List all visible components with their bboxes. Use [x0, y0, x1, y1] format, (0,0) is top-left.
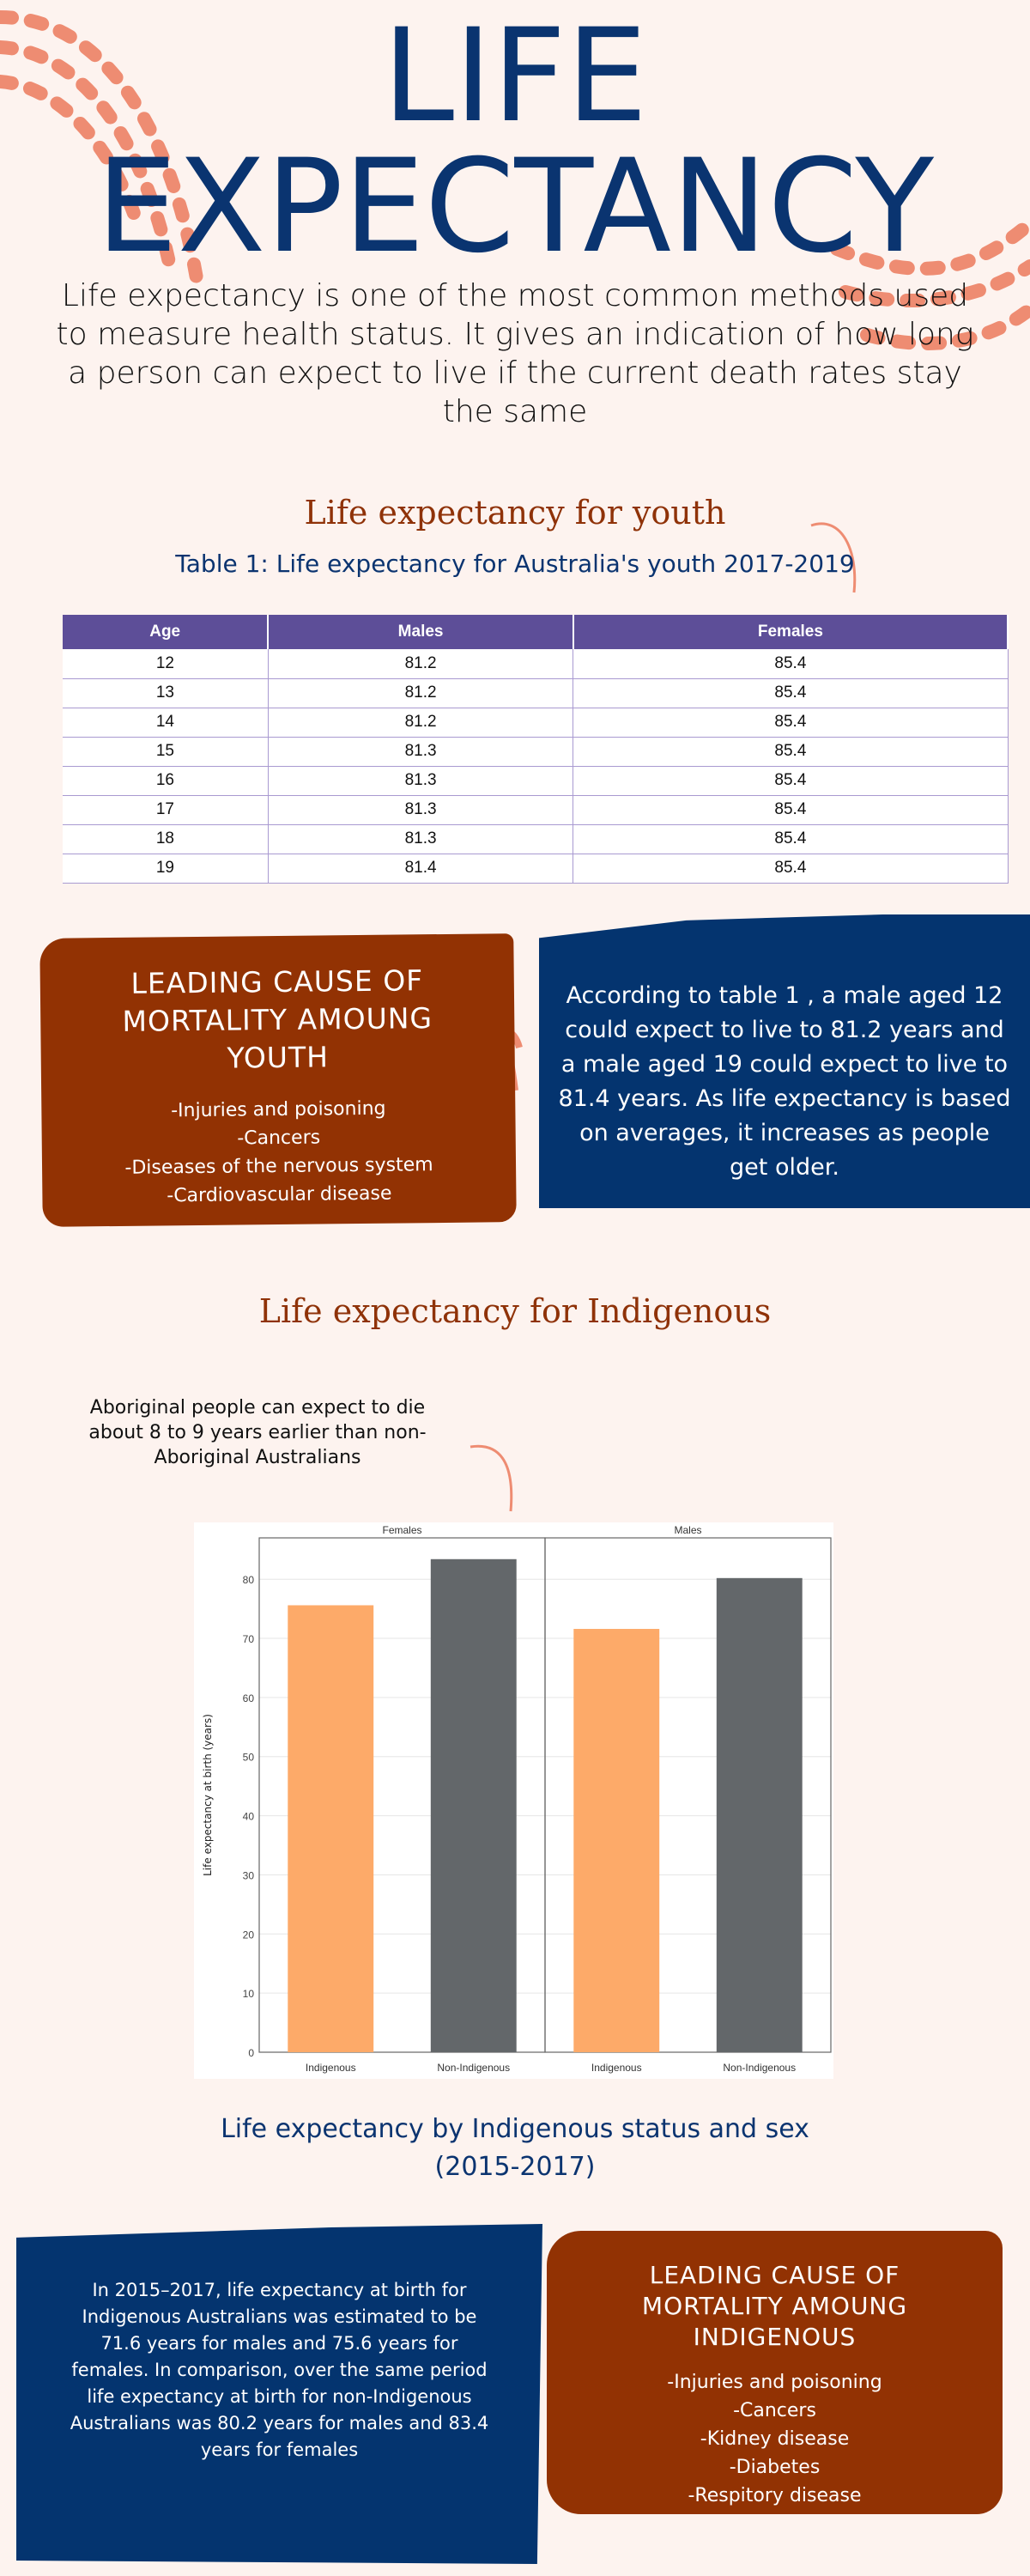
table-cell: 17	[63, 795, 269, 825]
x-tick-label: Indigenous	[306, 2062, 356, 2074]
table-cell: 85.4	[573, 649, 1009, 679]
indigenous-chart: 0 10 20 30 40 50 60 70 80 Life expectancy at birt…	[194, 1522, 833, 2079]
youth-causes-title: LEADING CAUSE OF MORTALITY AMOUNG YOUTH	[122, 963, 433, 1075]
bar-non-indigenous	[716, 1577, 803, 2052]
table-cell: 81.4	[268, 854, 574, 884]
table-cell: 81.3	[268, 737, 574, 767]
bar-non-indigenous	[430, 1558, 517, 2052]
cause-item: -Kidney disease	[700, 2428, 850, 2450]
bar-indigenous	[573, 1629, 660, 2052]
table-cell: 14	[63, 708, 269, 738]
indigenous-callout: Aboriginal people can expect to die abou…	[88, 1397, 427, 1468]
y-tick-label: 60	[243, 1692, 255, 1704]
table-cell: 13	[63, 678, 269, 708]
panel-title: Females	[382, 1524, 421, 1536]
y-tick-label: 40	[243, 1811, 255, 1823]
y-tick-label: 30	[243, 1869, 255, 1881]
table-row: 12 81.2 85.4	[63, 649, 1009, 679]
table-cell: 85.4	[573, 737, 1009, 767]
indigenous-causes-box: LEADING CAUSE OF MORTALITY AMOUNG INDIGE…	[547, 2231, 1003, 2514]
table-cell: 15	[63, 737, 269, 767]
table-cell: 18	[63, 824, 269, 854]
youth-note: According to table 1 , a male aged 12 co…	[558, 982, 1011, 1181]
youth-note-box: According to table 1 , a male aged 12 co…	[539, 914, 1030, 1208]
col-age: Age	[63, 615, 270, 649]
table-row: 13 81.2 85.4	[63, 678, 1009, 708]
table-cell: 85.4	[573, 795, 1009, 825]
title-line1: LIFE	[382, 2, 648, 151]
table-cell: 85.4	[573, 708, 1009, 738]
y-axis-label: Life expectancy at birth (years)	[202, 1714, 214, 1876]
table-cell: 81.2	[268, 678, 574, 708]
table-cell: 81.2	[268, 649, 574, 679]
title-line2: EXPECTANCY	[95, 132, 935, 282]
table-cell: 16	[63, 766, 269, 796]
y-tick-label: 80	[243, 1574, 255, 1586]
indigenous-causes-title: LEADING CAUSE OF MORTALITY AMOUNG INDIGE…	[641, 2261, 908, 2351]
chart-caption: Life expectancy by Indigenous status and…	[221, 2114, 809, 2182]
table-cell: 81.2	[268, 708, 574, 738]
panel-frame	[544, 1537, 832, 2053]
table-cell: 12	[63, 649, 269, 679]
x-tick-label: Indigenous	[591, 2062, 642, 2074]
cause-item: -Respitory disease	[688, 2485, 862, 2506]
table-cell: 85.4	[573, 854, 1009, 884]
table-cell: 85.4	[573, 824, 1009, 854]
y-tick-label: 20	[243, 1929, 255, 1941]
col-females: Females	[573, 615, 1009, 649]
table-cell: 81.3	[268, 824, 574, 854]
table-cell: 81.3	[268, 795, 574, 825]
table-cell: 85.4	[573, 766, 1009, 796]
cause-item: -Diabetes	[729, 2457, 821, 2478]
bar-indigenous	[288, 1605, 374, 2052]
table-row: 19 81.4 85.4	[63, 854, 1009, 884]
x-tick-label: Non-Indigenous	[437, 2062, 510, 2074]
table-caption: Table 1: Life expectancy for Australia's…	[175, 550, 855, 578]
youth-causes-box: LEADING CAUSE OF MORTALITY AMOUNG YOUTH …	[39, 933, 517, 1227]
table-row: 15 81.3 85.4	[63, 737, 1009, 767]
intro-text: Life expectancy is one of the most commo…	[56, 278, 974, 429]
table-row: 16 81.3 85.4	[63, 766, 1009, 796]
youth-heading: Life expectancy for youth	[304, 494, 726, 532]
cause-item: -Cancers	[733, 2400, 816, 2421]
cause-item: -Cardiovascular disease	[167, 1182, 392, 1207]
table-cell: 19	[63, 854, 269, 884]
indigenous-note: In 2015–2017, life expectancy at birth f…	[70, 2280, 489, 2460]
table-cell: 85.4	[573, 678, 1009, 708]
youth-table: Age Males Females 12 81.2 85.4 13 81.2 85.4 14…	[63, 615, 1009, 884]
y-tick-label: 70	[243, 1633, 255, 1645]
table-row: 14 81.2 85.4	[63, 708, 1009, 738]
y-tick-label: 50	[243, 1752, 255, 1764]
col-males: Males	[268, 615, 574, 649]
indigenous-note-box: In 2015–2017, life expectancy at birth f…	[16, 2224, 542, 2564]
table-row: 17 81.3 85.4	[63, 795, 1009, 825]
panel-title: Males	[674, 1524, 701, 1536]
y-tick-label: 0	[248, 2047, 254, 2059]
table-cell: 81.3	[268, 766, 574, 796]
x-tick-label: Non-Indigenous	[723, 2062, 796, 2074]
y-tick-label: 10	[243, 1988, 255, 2000]
cause-item: -Injuries and poisoning	[667, 2372, 882, 2393]
indigenous-heading: Life expectancy for Indigenous	[258, 1292, 772, 1330]
table-row: 18 81.3 85.4	[63, 824, 1009, 854]
